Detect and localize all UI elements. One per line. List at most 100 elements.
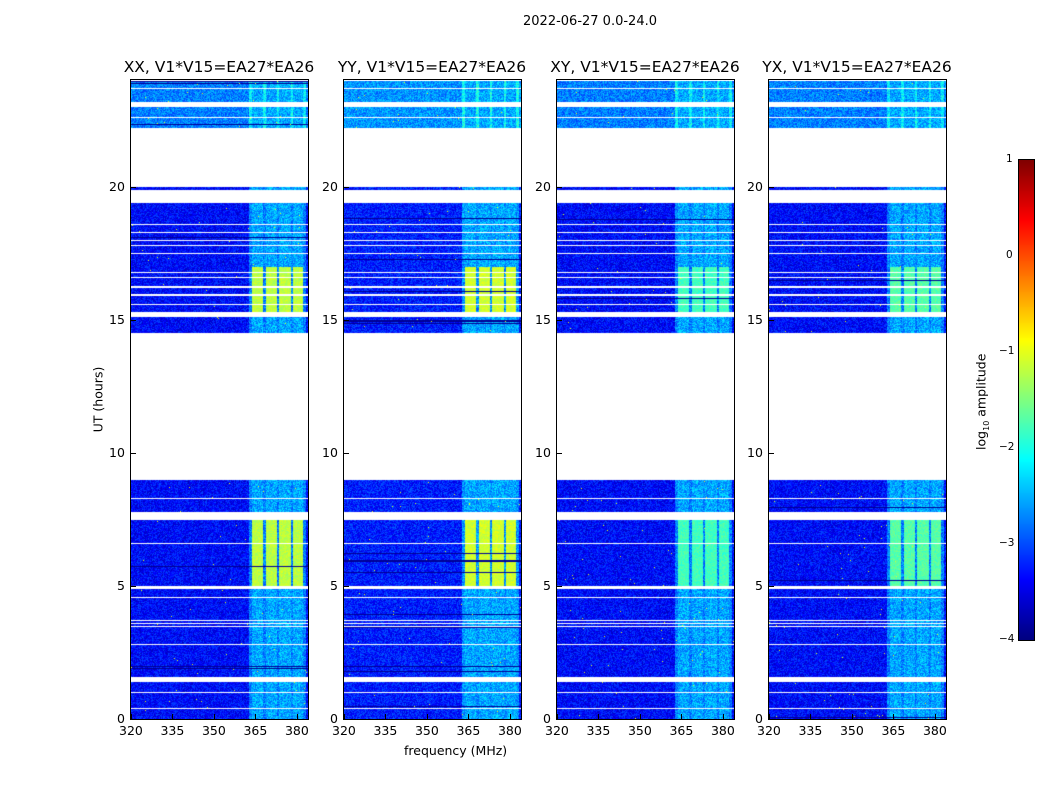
x-tick-mark [851,714,853,719]
x-tick-mark [131,714,132,719]
colorbar-tick-label: 0 [1006,249,1013,261]
y-tick-mark [769,452,774,454]
x-tick-mark [681,714,683,719]
x-tick-mark [722,714,724,719]
y-tick-label: 15 [109,311,125,327]
x-tick-mark [598,714,600,719]
x-tick-mark [344,714,345,719]
colorbar-label: log10 amplitude [973,353,991,450]
y-tick-label: 5 [543,577,551,593]
x-tick-label: 350 [839,723,864,738]
colorbar-tick-label: −1 [999,345,1015,357]
x-tick-mark [934,714,936,719]
y-tick-label: 20 [322,178,338,194]
colorbar [1018,159,1035,641]
x-tick-mark [213,714,215,719]
x-tick-label: 380 [497,723,522,738]
y-tick-label: 5 [755,577,763,593]
y-tick-mark [769,319,774,321]
x-tick-label: 350 [201,723,226,738]
colorbar-tick-label: 1 [1006,153,1013,165]
waterfall-panel-yx [768,79,947,720]
waterfall-image-yx [769,80,946,719]
y-tick-label: 0 [330,711,338,726]
y-tick-label: 15 [535,311,551,327]
y-tick-label: 10 [109,444,125,460]
y-tick-mark [557,585,562,587]
waterfall-image-yy [344,80,521,719]
y-tick-label: 10 [535,444,551,460]
waterfall-image-xy [557,80,734,719]
y-tick-label: 0 [543,711,551,726]
y-tick-mark [344,585,349,587]
x-tick-mark [639,714,641,719]
y-tick-label: 15 [747,311,763,327]
x-tick-label: 365 [669,723,694,738]
y-tick-mark [769,186,774,188]
y-tick-mark [557,186,562,188]
x-tick-label: 335 [798,723,823,738]
colorbar-tick-label: −4 [999,633,1015,645]
x-tick-mark [893,714,895,719]
figure-title: 2022-06-27 0.0-24.0 [523,14,657,29]
y-tick-mark [131,719,136,720]
y-tick-label: 15 [322,311,338,327]
panel-title-xx: XX, V1*V15=EA27*EA26 [123,58,315,76]
x-tick-label: 320 [332,723,356,738]
x-tick-label: 380 [710,723,735,738]
y-tick-mark [769,585,774,587]
y-tick-label: 20 [535,178,551,194]
x-tick-mark [385,714,387,719]
x-tick-mark [557,714,558,719]
y-tick-mark [131,452,136,454]
x-tick-label: 320 [757,723,781,738]
y-tick-mark [344,319,349,321]
x-tick-mark [426,714,428,719]
x-tick-label: 350 [414,723,439,738]
y-tick-label: 20 [109,178,125,194]
y-tick-label: 5 [330,577,338,593]
colorbar-tick-label: −2 [999,441,1015,453]
y-tick-mark [131,186,136,188]
x-tick-mark [255,714,257,719]
y-tick-mark [769,719,774,720]
x-tick-mark [810,714,812,719]
y-tick-mark [344,719,349,720]
y-tick-mark [557,319,562,321]
waterfall-panel-xx [130,79,309,720]
x-tick-label: 320 [545,723,569,738]
x-tick-label: 350 [627,723,652,738]
x-axis-label: frequency (MHz) [404,743,508,758]
x-tick-label: 320 [119,723,143,738]
x-tick-label: 380 [922,723,947,738]
x-tick-label: 365 [881,723,906,738]
x-tick-label: 335 [373,723,398,738]
colorbar-tick-label: −3 [999,537,1015,549]
panel-title-yy: YY, V1*V15=EA27*EA26 [337,58,527,76]
y-tick-mark [344,186,349,188]
x-tick-mark [172,714,174,719]
x-tick-mark [468,714,470,719]
x-tick-label: 335 [586,723,611,738]
y-tick-mark [131,319,136,321]
panel-title-yx: YX, V1*V15=EA27*EA26 [762,58,952,76]
y-tick-label: 20 [747,178,763,194]
y-axis-label: UT (hours) [90,366,106,433]
x-tick-mark [296,714,298,719]
y-tick-mark [344,452,349,454]
y-tick-mark [557,452,562,454]
y-tick-mark [557,719,562,720]
y-tick-label: 10 [322,444,338,460]
waterfall-panel-yy [343,79,522,720]
y-tick-label: 0 [117,711,125,726]
y-tick-label: 5 [117,577,125,593]
waterfall-panel-xy [556,79,735,720]
x-tick-mark [509,714,511,719]
y-tick-label: 10 [747,444,763,460]
waterfall-image-xx [131,80,308,719]
x-tick-label: 365 [243,723,268,738]
panel-title-xy: XY, V1*V15=EA27*EA26 [550,58,740,76]
x-tick-label: 380 [284,723,309,738]
x-tick-label: 365 [456,723,481,738]
